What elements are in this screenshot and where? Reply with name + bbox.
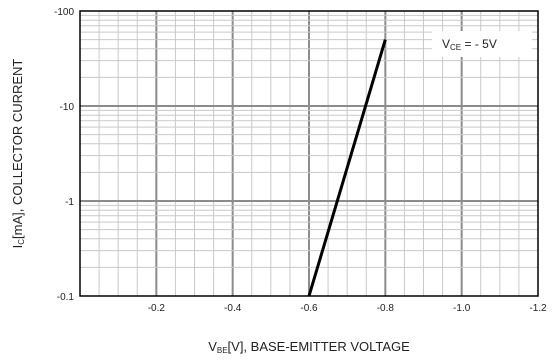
x-axis-label: VBE[V], BASE-EMITTER VOLTAGE (208, 339, 410, 355)
y-axis-label-rest: [mA], COLLECTOR CURRENT (10, 59, 25, 239)
legend: VCE = - 5V (432, 31, 532, 57)
legend-rest: = - 5V (461, 37, 497, 51)
legend-sub: CE (450, 43, 461, 52)
legend-label: VCE = - 5V (442, 37, 497, 52)
y-axis-label-sub: C (17, 239, 26, 245)
legend-box (432, 31, 532, 57)
x-tick-label: -0.8 (377, 303, 395, 314)
x-tick-label: -0.6 (300, 303, 318, 314)
x-axis-label-prefix: V (208, 339, 217, 354)
x-axis-label-sub: BE (217, 346, 228, 355)
y-axis-label: IC[mA], COLLECTOR CURRENT (10, 59, 26, 249)
grid (80, 11, 538, 296)
y-tick-label: -0.1 (57, 292, 75, 303)
x-tick-label: -0.4 (224, 303, 242, 314)
y-axis-label-prefix: I (10, 245, 25, 249)
y-tick-label: -100 (54, 7, 74, 18)
legend-prefix: V (442, 37, 450, 51)
x-tick-label: -1.0 (453, 303, 471, 314)
y-tick-label: -10 (60, 102, 75, 113)
y-tick-label: -1 (65, 197, 74, 208)
plot-frame (79, 10, 539, 297)
x-tick-label: -0.2 (148, 303, 166, 314)
x-tick-labels: -0.2 -0.4 -0.6 -0.8 -1.0 -1.2 (148, 303, 547, 314)
x-tick-label: -1.2 (529, 303, 547, 314)
series-line-group (307, 39, 387, 297)
x-axis-label-rest: [V], BASE-EMITTER VOLTAGE (228, 339, 411, 354)
series-line (307, 39, 387, 297)
y-tick-labels: -0.1 -1 -10 -100 (54, 7, 74, 303)
